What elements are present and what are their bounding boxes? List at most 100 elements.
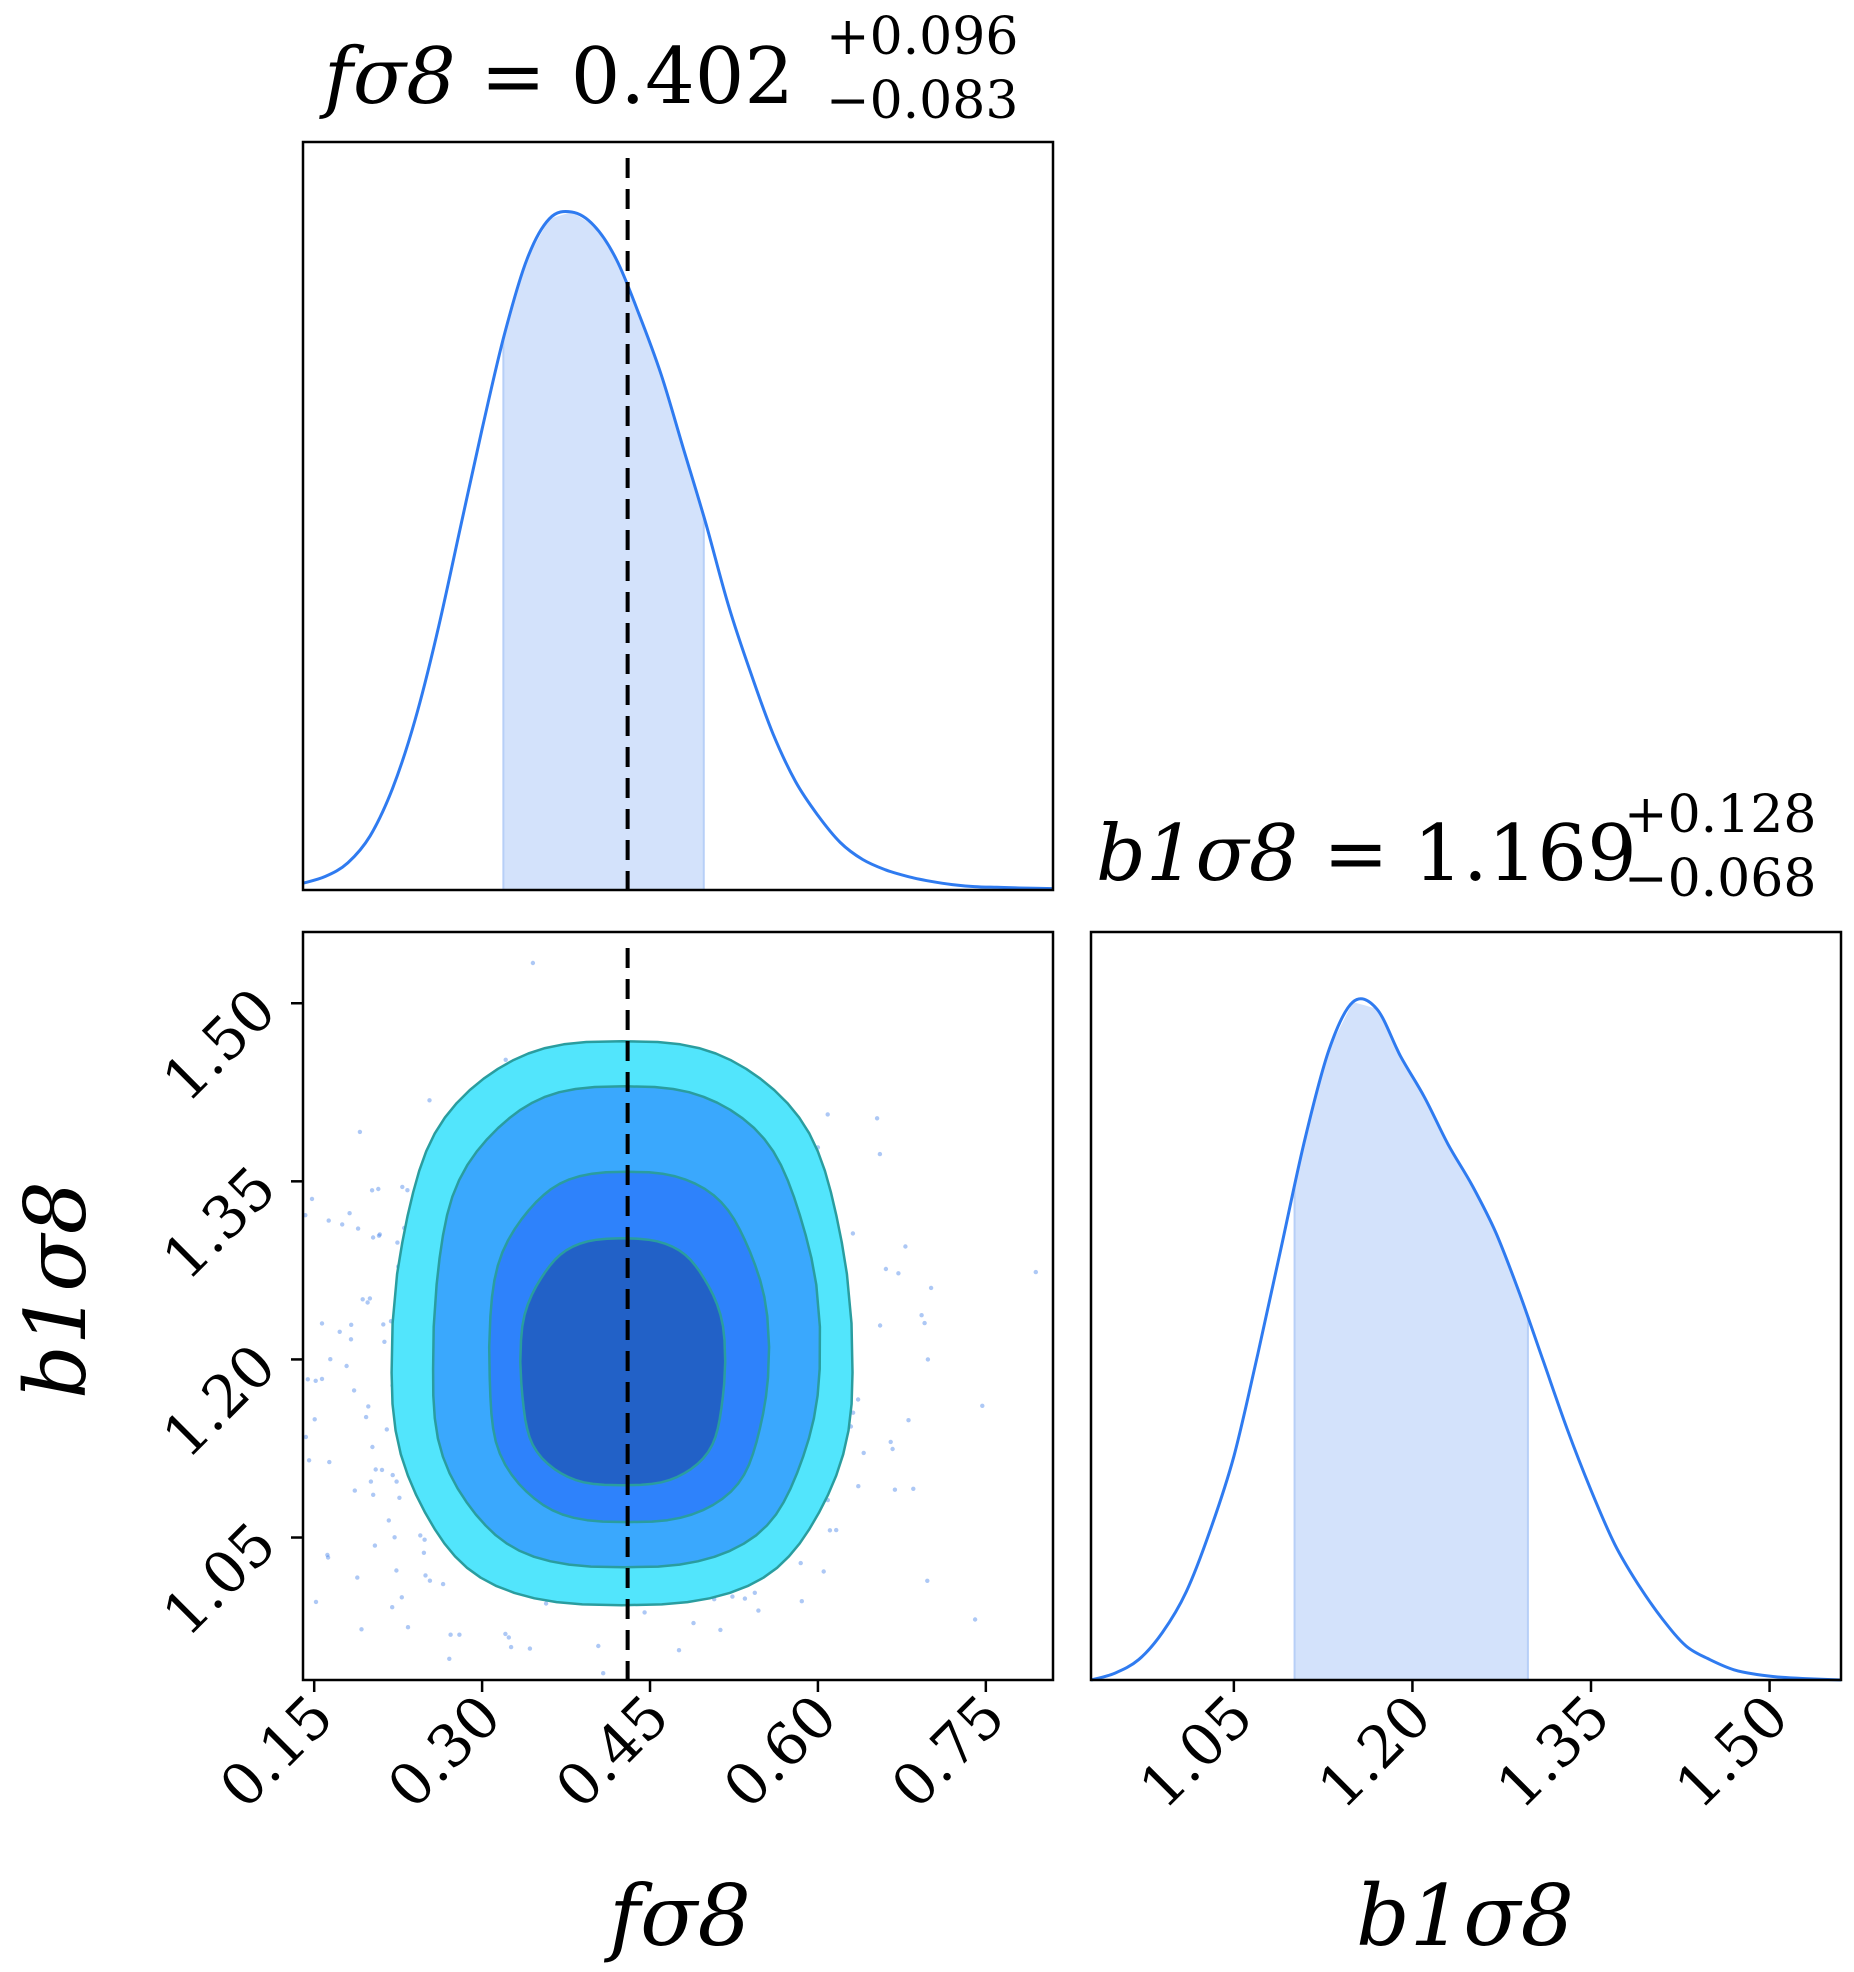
scatter-point (405, 1625, 411, 1630)
panel-frame (301, 930, 1055, 1682)
scatter-point (890, 1446, 895, 1452)
scatter-point (366, 1404, 371, 1409)
scatter-point (798, 1560, 803, 1566)
scatter-point (447, 1656, 452, 1662)
scatter-point (691, 1620, 696, 1626)
scatter-point (834, 1527, 839, 1533)
scatter-point (527, 1646, 533, 1651)
scatter-point (1033, 1269, 1039, 1275)
scatter-point (877, 1323, 883, 1328)
scatter-point (906, 1418, 911, 1423)
scatter-point (306, 1458, 312, 1463)
scatter-point (399, 1595, 404, 1600)
x-b1sigma8-tick-label: 1.05 (1126, 1682, 1265, 1821)
scatter-point (756, 1608, 761, 1613)
title-b1sigma8-eq: = (1323, 809, 1413, 899)
scatter-point (349, 1322, 354, 1328)
credible-band (1294, 1002, 1528, 1680)
y-b1sigma8-tick-label: 1.20 (150, 1331, 289, 1470)
scatter-point (855, 1397, 861, 1402)
joint-panel (301, 930, 1055, 1682)
panel-frame (1089, 930, 1843, 1682)
scatter-point (312, 1417, 317, 1422)
scatter-point (972, 1617, 978, 1622)
scatter-point (877, 1151, 883, 1157)
scatter-point (827, 1528, 833, 1533)
scatter-point (850, 1410, 856, 1415)
scatter-point (313, 1378, 318, 1384)
scatter-point (980, 1403, 985, 1409)
scatter-point (328, 1357, 333, 1362)
scatter-point (319, 1376, 325, 1382)
y-b1sigma8-tick-label: 1.35 (150, 1153, 289, 1292)
credible-band (503, 213, 704, 890)
scatter-point (327, 1459, 332, 1465)
x-fsigma8-tick-label: 0.45 (543, 1682, 682, 1821)
scatter-point (392, 1535, 397, 1540)
scatter-point (596, 1643, 601, 1649)
title-b1sigma8-value: 1.169 (1413, 809, 1636, 899)
x-b1sigma8-tick-label: 1.50 (1662, 1682, 1801, 1821)
scatter-point (344, 1363, 349, 1369)
scatter-point (427, 1578, 433, 1583)
scatter-point (601, 1671, 606, 1676)
scatter-point (390, 1605, 395, 1610)
scatter-point (376, 1233, 382, 1238)
scatter-point (377, 1232, 382, 1237)
scatter-point (440, 1581, 446, 1587)
scatter-point (903, 1244, 908, 1249)
scatter-point (457, 1632, 462, 1637)
scatter-point (369, 1188, 375, 1193)
scatter-point (347, 1211, 352, 1216)
scatter-point (367, 1296, 373, 1301)
x-b1sigma8-tick-label: 1.35 (1484, 1682, 1623, 1821)
scatter-point (368, 1479, 374, 1484)
title-fsigma8-value: 0.402 (571, 32, 794, 122)
scatter-point (888, 1439, 893, 1445)
scatter-point (319, 1321, 325, 1326)
scatter-point (371, 1492, 376, 1498)
scatter-point (922, 1320, 927, 1326)
scatter-point (313, 1599, 319, 1605)
title-b1sigma8-plus: +0.128 (1624, 785, 1816, 845)
scatter-point (896, 1271, 901, 1276)
marginal-fsigma8-panel (301, 140, 1055, 892)
scatter-point (365, 1300, 370, 1305)
scatter-point (730, 1594, 735, 1599)
scatter-point (325, 1552, 330, 1558)
x-fsigma8-tick-label: 0.60 (710, 1682, 849, 1821)
scatter-point (742, 1596, 748, 1601)
scatter-point (348, 1337, 354, 1342)
scatter-point (360, 1297, 365, 1302)
scatter-point (874, 1116, 880, 1121)
scatter-point (423, 1573, 428, 1578)
scatter-point (395, 1240, 400, 1245)
title-b1sigma8-name: b1σ8 (1096, 809, 1298, 899)
scatter-point (370, 1444, 375, 1450)
ylabel-b1sigma8: b1σ8 (7, 1181, 105, 1399)
y-b1sigma8-tick-label: 1.05 (150, 1509, 289, 1648)
scatter-point (394, 1568, 399, 1573)
title-b1sigma8: b1σ8 = 1.169 (1096, 809, 1637, 899)
scatter-point (372, 1543, 378, 1548)
scatter-point (326, 1218, 331, 1223)
scatter-point (376, 1186, 381, 1192)
scatter-point (390, 1472, 395, 1478)
scatter-point (405, 1188, 410, 1193)
title-fsigma8-eq: = (481, 32, 571, 122)
scatter-point (508, 1644, 514, 1650)
title-fsigma8-minus: −0.083 (826, 71, 1018, 131)
scatter-point (883, 1266, 889, 1272)
x-fsigma8-tick-label: 0.15 (207, 1682, 346, 1821)
scatter-point (911, 1486, 916, 1492)
title-fsigma8: fσ8 = 0.402 (319, 32, 794, 122)
scatter-point (382, 1339, 387, 1345)
scatter-point (351, 1388, 357, 1393)
scatter-point (861, 1450, 866, 1456)
x-b1sigma8-tick-label: 1.20 (1305, 1682, 1444, 1821)
scatter-point (305, 1377, 310, 1382)
xlabel-fsigma8: fσ8 (603, 1867, 751, 1965)
scatter-point (718, 1627, 723, 1633)
scatter-point (530, 960, 536, 966)
